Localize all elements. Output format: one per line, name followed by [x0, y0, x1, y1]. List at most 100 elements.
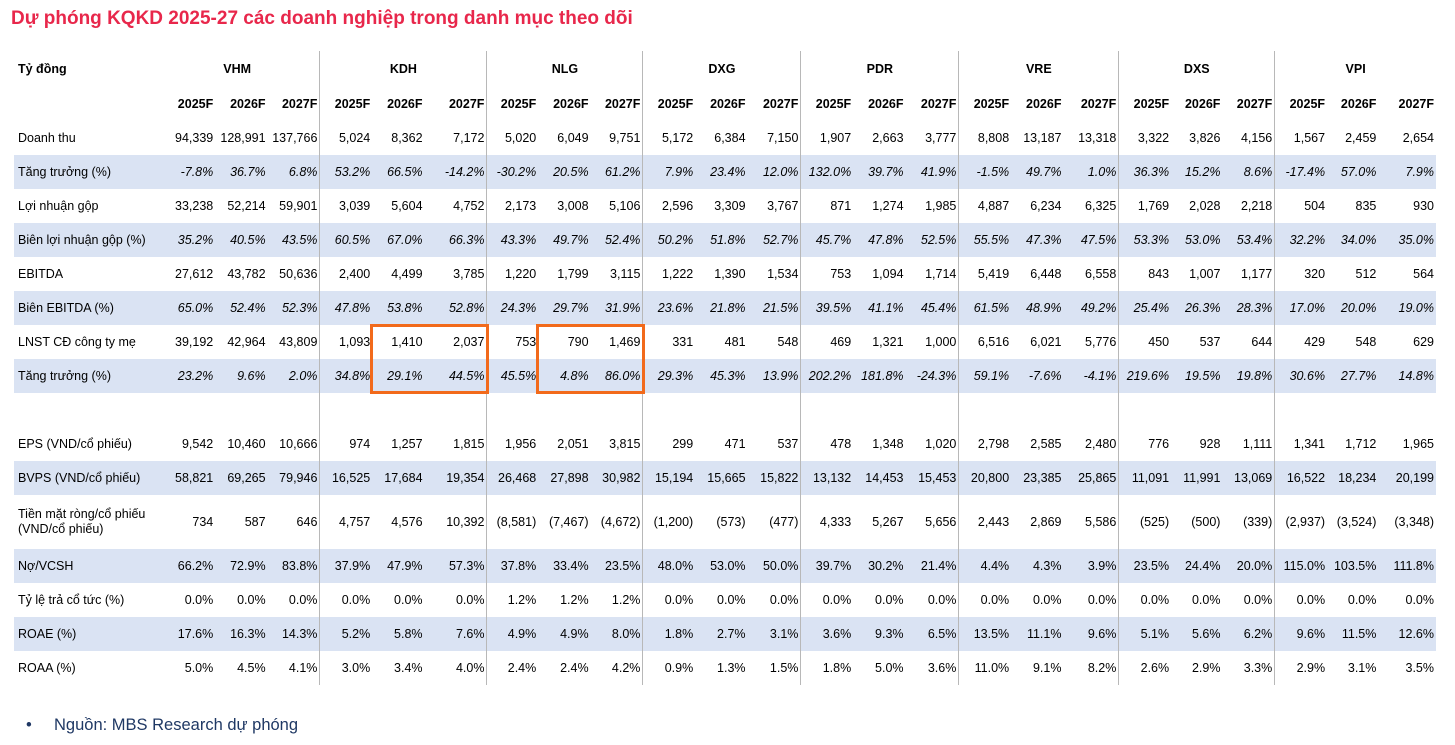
year-header: 2027F — [448, 97, 485, 111]
table-cell: 2,443 — [958, 495, 1012, 549]
table-cell: 66.5% — [372, 155, 425, 189]
table-cell: 10,666 — [279, 437, 318, 451]
table-cell: 469 — [800, 325, 854, 359]
row-label: BVPS (VND/cổ phiếu) — [14, 461, 155, 495]
table-cell: 37.9% — [319, 549, 373, 583]
table-cell: 32.2% — [1274, 223, 1328, 257]
table-cell: 835 — [1355, 199, 1377, 213]
table-cell: 564 — [1413, 267, 1434, 281]
table-cell: 48.9% — [1011, 291, 1064, 325]
table-cell: 8,808 — [958, 121, 1012, 155]
row-label: Doanh thu — [18, 131, 76, 145]
page-title: Dự phóng KQKD 2025-27 các doanh nghiệp t… — [11, 8, 633, 29]
table-cell: -30.2% — [486, 155, 539, 189]
company-header-dxs: DXS — [1118, 51, 1275, 87]
table-cell: 13,069 — [1222, 461, 1275, 495]
row-label: Tăng trưởng (%) — [14, 155, 155, 189]
table-cell: 790 — [567, 335, 589, 349]
table-cell: 5,020 — [486, 121, 539, 155]
table-cell: 2,400 — [319, 257, 373, 291]
table-cell: 53.2% — [319, 155, 373, 189]
spacer-cell — [538, 393, 590, 427]
year-header: 2026F — [1184, 97, 1221, 111]
table-cell: 14.3% — [267, 617, 320, 651]
year-header: 2026F — [1340, 97, 1377, 111]
table-cell: 5,586 — [1085, 515, 1117, 529]
table-cell: 478 — [800, 427, 854, 461]
spacer-cell — [1011, 393, 1063, 427]
table-cell: 6,325 — [1085, 199, 1117, 213]
table-cell: 9.6% — [215, 359, 268, 393]
table-cell: 45.4% — [905, 291, 959, 325]
company-header-vpi: VPI — [1274, 51, 1436, 87]
spacer-cell — [800, 393, 854, 427]
table-cell: 50.0% — [747, 549, 801, 583]
year-header: 2025F — [486, 87, 539, 121]
table-cell: 48.0% — [642, 549, 696, 583]
table-cell: 47.9% — [372, 549, 425, 583]
table-cell: 1.0% — [1063, 155, 1119, 189]
table-cell: 49.7% — [538, 223, 591, 257]
table-cell: 1,534 — [767, 267, 799, 281]
table-cell: 5,024 — [319, 121, 373, 155]
table-cell: 753 — [800, 257, 854, 291]
table-cell: 24.3% — [486, 291, 539, 325]
table-cell: 34.8% — [319, 359, 373, 393]
table-cell: 36.3% — [1118, 155, 1172, 189]
table-cell: 35.0% — [1378, 223, 1436, 257]
table-cell: 974 — [319, 427, 373, 461]
table-cell: 52.5% — [905, 223, 959, 257]
row-label: Tăng trưởng (%) — [14, 359, 155, 393]
table-cell: 15,822 — [747, 461, 801, 495]
table-cell: 8.0% — [590, 617, 643, 651]
table-cell: 3.1% — [747, 617, 801, 651]
table-cell: 43,782 — [227, 267, 266, 281]
spacer-cell — [486, 393, 539, 427]
table-cell: 9.1% — [1032, 661, 1062, 675]
table-cell: 50.2% — [642, 223, 696, 257]
table-cell: 3.4% — [394, 661, 423, 675]
table-cell: 57.3% — [424, 549, 487, 583]
table-cell: 43.3% — [486, 223, 539, 257]
table-cell: 734 — [192, 515, 214, 529]
table-cell: 17.0% — [1274, 291, 1328, 325]
table-row: Biên lợi nhuận gộp (%) 35.2% 40.5% 43.5% 60.… — [14, 223, 1436, 257]
table-cell: 30,982 — [590, 461, 643, 495]
forecast-table: Tỷ đồng VHM KDH NLG DXG PDR VRE DXS VPI 2025F 20… — [14, 51, 1436, 685]
table-cell: 0.0% — [1405, 593, 1435, 607]
row-label: Nợ/VCSH — [14, 549, 155, 583]
spacer-cell — [1171, 393, 1222, 427]
table-cell: 39.7% — [800, 549, 854, 583]
table-row: Lợi nhuận gộp 33,238 52,214 59,901 3,039 5,60… — [14, 189, 1436, 223]
table-cell: 0.0% — [958, 583, 1012, 617]
row-label: Tiền mặt ròng/cổ phiếu (VND/cổ phiếu) — [18, 507, 146, 536]
table-cell: 41.1% — [853, 291, 906, 325]
table-cell: 20,800 — [958, 461, 1012, 495]
year-header: 2025F — [319, 87, 373, 121]
spacer-cell — [642, 393, 696, 427]
table-cell: 5,776 — [1085, 335, 1117, 349]
table-cell: 1,469 — [609, 335, 641, 349]
table-cell: 4.4% — [958, 549, 1012, 583]
table-cell: 9.6% — [1274, 617, 1328, 651]
table-cell: 2,037 — [453, 335, 485, 349]
table-cell: 72.9% — [215, 549, 268, 583]
header-row-companies: Tỷ đồng VHM KDH NLG DXG PDR VRE DXS VPI — [14, 51, 1436, 87]
table-cell: 1,341 — [1274, 427, 1328, 461]
year-header: 2027F — [281, 97, 318, 111]
table-cell: 94,339 — [175, 131, 214, 145]
table-cell: 3,777 — [925, 131, 957, 145]
table-row: EBITDA 27,612 43,782 50,636 2,400 4,499 3,785 1… — [14, 257, 1436, 291]
table-cell: 27,898 — [538, 461, 591, 495]
table-cell: 137,766 — [272, 131, 318, 145]
year-header: 2026F — [553, 97, 589, 111]
table-cell: 6,516 — [958, 325, 1012, 359]
table-cell: 37.8% — [486, 549, 539, 583]
table-cell: 13.5% — [958, 617, 1012, 651]
table-cell: 16.3% — [215, 617, 268, 651]
table-cell: (3,348) — [1394, 515, 1434, 529]
table-cell: 20,199 — [1378, 461, 1436, 495]
table-cell: 19.5% — [1171, 359, 1223, 393]
table-cell: 3,826 — [1189, 131, 1221, 145]
table-cell: 0.9% — [642, 651, 696, 685]
